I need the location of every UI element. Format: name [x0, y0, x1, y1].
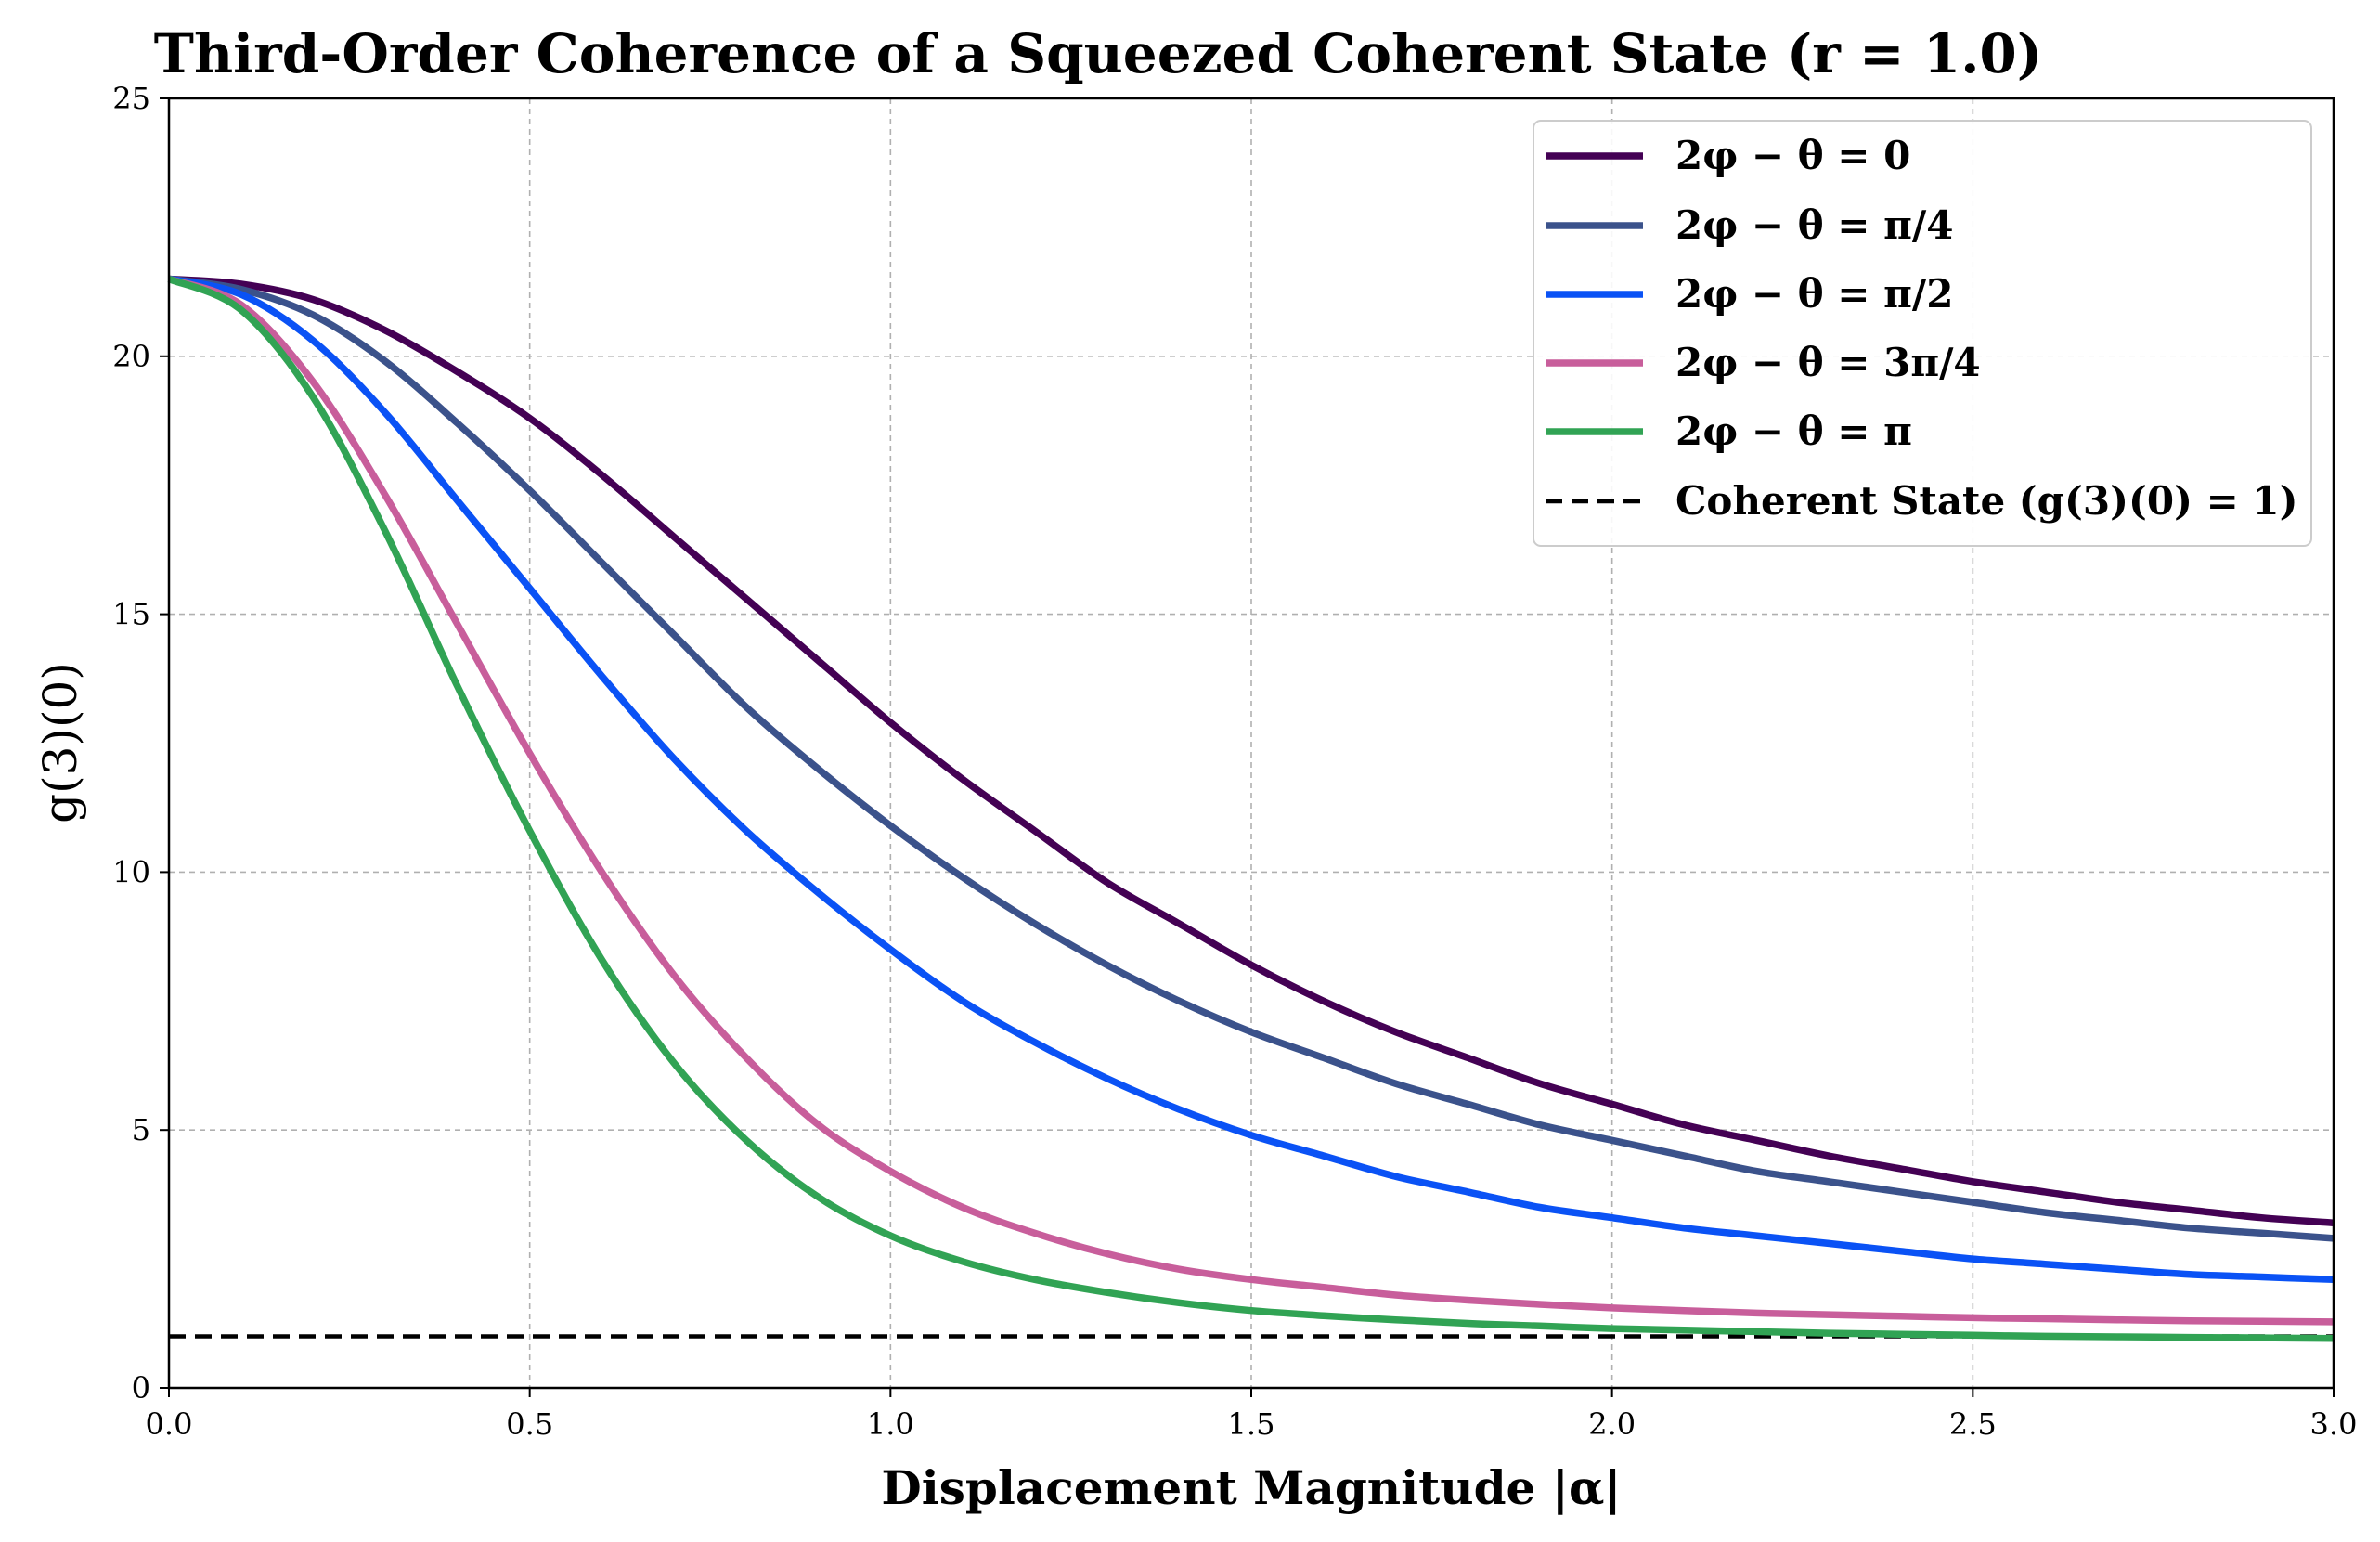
x-axis-label: Displacement Magnitude |α|	[881, 1460, 1621, 1516]
series-line-3	[168, 275, 2335, 1284]
chart-title: Third-Order Coherence of a Squeezed Cohe…	[154, 22, 2042, 85]
legend-box	[1533, 120, 2312, 547]
legend-label-4: 2φ − θ = 3π/4	[1675, 340, 1981, 385]
legend-label-5: 2φ − θ = π	[1675, 408, 1912, 454]
series-line-4	[167, 275, 2335, 1326]
y-tick-label: 15	[112, 597, 150, 632]
x-tick-label: 0.0	[146, 1406, 193, 1442]
y-tick-label: 0	[132, 1370, 150, 1406]
legend-label-2: 2φ − θ = π/4	[1675, 202, 1953, 248]
series-line-2	[168, 275, 2335, 1242]
legend-label-3: 2φ − θ = π/2	[1675, 271, 1953, 317]
y-tick-label: 10	[112, 854, 150, 889]
x-tick-label: 0.5	[506, 1406, 553, 1442]
x-tick-label: 1.0	[867, 1406, 914, 1442]
x-tick-label: 3.0	[2310, 1406, 2358, 1442]
axis-ticks: 0.0 0.5 1.0 1.5 2.0 2.5 3.0 0 5 10 15 20 25	[112, 81, 2357, 1442]
y-tick-label: 20	[112, 339, 150, 374]
series-line-5	[167, 275, 2335, 1342]
legend: 2φ − θ = 0 2φ − θ = π/4 2φ − θ = π/2 2φ − θ…	[1533, 120, 2312, 547]
x-tick-label: 2.0	[1588, 1406, 1636, 1442]
x-tick-label: 1.5	[1228, 1406, 1275, 1442]
y-tick-label: 25	[112, 81, 150, 116]
y-tick-label: 5	[132, 1112, 150, 1147]
y-axis-label: g(3)(0)	[33, 662, 87, 823]
plot-series	[167, 275, 2335, 1342]
x-tick-label: 2.5	[1949, 1406, 1997, 1442]
legend-label-reference: Coherent State (g(3)(0) = 1)	[1675, 478, 2298, 524]
series-line-1	[168, 275, 2335, 1226]
legend-label-1: 2φ − θ = 0	[1675, 133, 1910, 178]
